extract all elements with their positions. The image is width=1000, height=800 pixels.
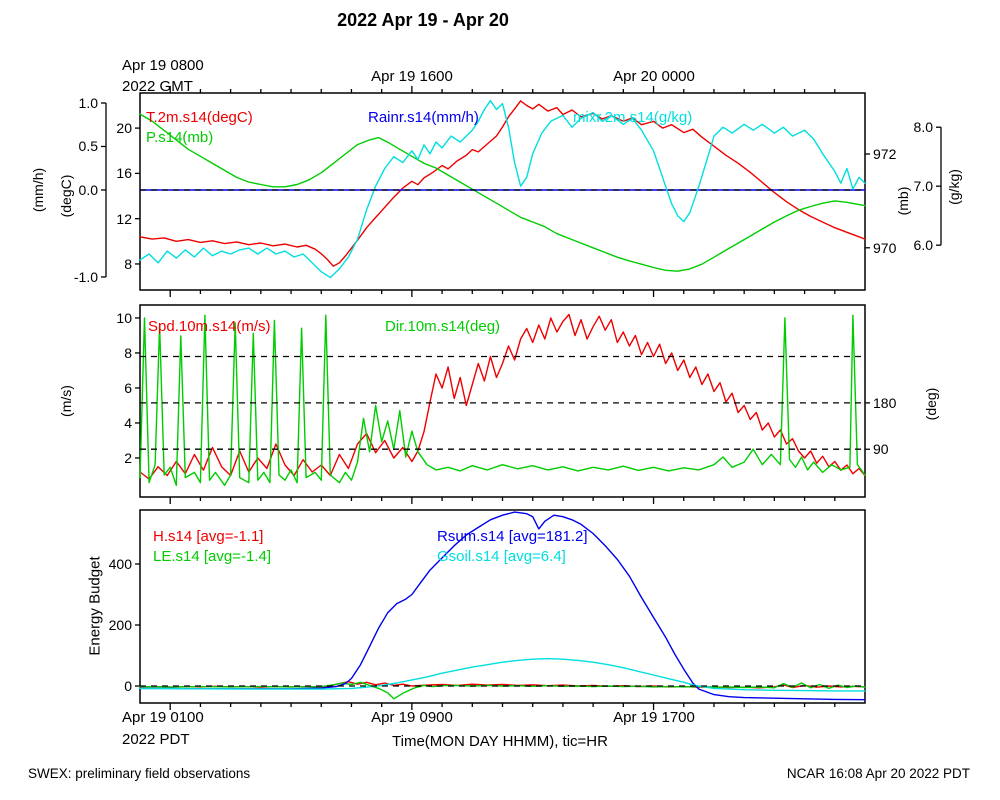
y-axis-label-degC: (degC) bbox=[58, 174, 74, 218]
y-axis-label-gkg: (g/kg) bbox=[946, 169, 962, 205]
bottom-axis-date-left: Apr 19 0100 bbox=[122, 709, 204, 726]
mb-tick-label: 972 bbox=[873, 145, 897, 162]
top-axis-date-mid: Apr 19 1600 bbox=[371, 68, 453, 85]
deg-tick-label: 180 bbox=[873, 394, 897, 411]
panel-wind bbox=[135, 304, 870, 504]
hour-ticks bbox=[169, 703, 836, 710]
legend-rainr: Rainr.s14(mm/h) bbox=[368, 109, 479, 126]
rsum-line bbox=[139, 511, 866, 701]
legend-spd: Spd.10m.s14(m/s) bbox=[148, 318, 271, 335]
mmh-tick-label: 0.0 bbox=[78, 181, 98, 198]
legend-mixr: mixr.2m.s14(g/kg) bbox=[573, 109, 693, 126]
ms-tick-label: 4 bbox=[124, 414, 132, 431]
y-axis-label-deg: (deg) bbox=[923, 387, 939, 421]
x-axis-title: Time(MON DAY HHMM), tic=HR bbox=[392, 733, 608, 750]
hour-ticks bbox=[169, 497, 836, 504]
legend-rsum: Rsum.s14 [avg=181.2] bbox=[437, 528, 588, 545]
panel-temperature-pressure-moisture bbox=[101, 86, 942, 297]
gkg-tick-label: 7.0 bbox=[913, 178, 933, 195]
spd10m-line bbox=[139, 313, 866, 480]
series-group bbox=[139, 313, 866, 486]
y-axis-ticks bbox=[101, 102, 942, 278]
degC-tick-label: 16 bbox=[116, 165, 132, 182]
mmh-tick-label: -1.0 bbox=[73, 268, 98, 285]
footer-right: NCAR 16:08 Apr 20 2022 PDT bbox=[786, 766, 970, 781]
ms-tick-label: 2 bbox=[124, 449, 132, 466]
ms-tick-label: 6 bbox=[124, 379, 132, 396]
figure-title: 2022 Apr 19 - Apr 20 bbox=[337, 10, 509, 30]
legend-gsoil: Gsoil.s14 [avg=6.4] bbox=[437, 548, 566, 565]
dir10m-line bbox=[139, 314, 866, 486]
y-axis-ticks bbox=[135, 317, 870, 459]
y-axis-label-ms: (m/s) bbox=[58, 385, 74, 417]
y-axis-label-energy: Energy Budget bbox=[86, 556, 104, 656]
press-line bbox=[139, 113, 866, 272]
legend-h: H.s14 [avg=-1.1] bbox=[153, 528, 264, 545]
deg-tick-label: 90 bbox=[873, 441, 889, 458]
gkg-tick-label: 8.0 bbox=[913, 119, 933, 136]
w-tick-label: 200 bbox=[108, 617, 132, 633]
mmh-tick-label: 1.0 bbox=[78, 95, 98, 111]
w-tick-label: 0 bbox=[124, 678, 132, 694]
ms-tick-label: 8 bbox=[124, 344, 132, 361]
legend-t2m: T.2m.s14(degC) bbox=[146, 109, 253, 126]
series-group bbox=[139, 99, 866, 279]
legend-dir: Dir.10m.s14(deg) bbox=[385, 318, 501, 335]
degC-tick-label: 12 bbox=[116, 210, 132, 227]
legend-press: P.s14(mb) bbox=[146, 129, 214, 146]
mmh-tick-label: 0.5 bbox=[78, 138, 98, 155]
top-axis-date-left: Apr 19 0800 bbox=[122, 57, 204, 74]
footer-left: SWEX: preliminary field observations bbox=[28, 766, 251, 781]
y-axis-label-mb: (mb) bbox=[895, 186, 911, 216]
legend-le: LE.s14 [avg=-1.4] bbox=[153, 548, 271, 565]
y-axis-ticks bbox=[135, 563, 140, 687]
ms-tick-label: 10 bbox=[116, 309, 132, 326]
mb-tick-label: 970 bbox=[873, 239, 897, 256]
bottom-axis-timezone: 2022 PDT bbox=[122, 731, 190, 748]
hour-ticks bbox=[169, 86, 836, 297]
top-axis-timezone: 2022 GMT bbox=[122, 78, 193, 95]
bottom-axis-date-right: Apr 19 1700 bbox=[613, 709, 695, 726]
gkg-tick-label: 6.0 bbox=[913, 237, 933, 254]
t2m-line bbox=[139, 100, 866, 267]
panel-energy-budget bbox=[135, 509, 866, 710]
w-tick-label: 400 bbox=[108, 555, 132, 572]
bottom-axis-date-mid: Apr 19 0900 bbox=[371, 709, 453, 726]
degC-tick-label: 20 bbox=[116, 120, 132, 137]
degC-tick-label: 8 bbox=[124, 255, 132, 272]
y-axis-label-mmh: (mm/h) bbox=[30, 167, 46, 213]
mixr2m-line bbox=[139, 99, 866, 279]
top-axis-date-right: Apr 20 0000 bbox=[613, 68, 695, 85]
